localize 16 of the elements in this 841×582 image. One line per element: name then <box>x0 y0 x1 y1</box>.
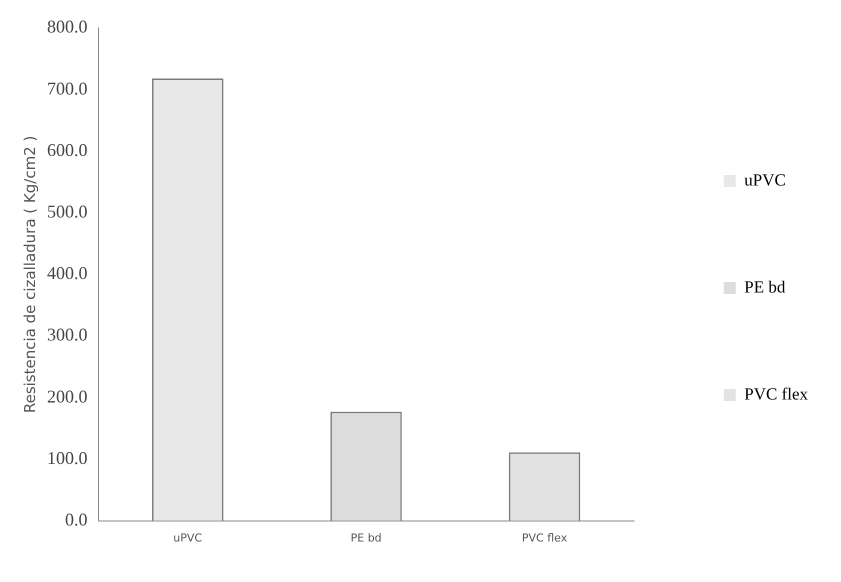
legend-label: PVC flex <box>744 384 808 404</box>
legend-label: uPVC <box>744 170 786 190</box>
y-tick-label: 800.0 <box>47 16 88 37</box>
y-tick-label: 300.0 <box>47 324 88 345</box>
x-tick-label: uPVC <box>173 531 202 544</box>
y-tick-label: 400.0 <box>47 263 88 284</box>
x-tick-label: PE bd <box>350 531 382 544</box>
legend-label: PE bd <box>744 277 786 296</box>
y-tick-label: 200.0 <box>47 386 88 406</box>
y-tick-label: 700.0 <box>47 78 88 98</box>
y-axis-title: Resistencia de cizalladura ( Kg/cm2 ) <box>20 136 39 414</box>
y-tick-label: 100.0 <box>47 448 88 468</box>
x-tick-label: PVC flex <box>522 531 568 544</box>
y-tick-label: 500.0 <box>47 202 88 222</box>
y-tick-label: 600.0 <box>47 140 88 160</box>
y-tick-label: 0.0 <box>65 510 88 530</box>
